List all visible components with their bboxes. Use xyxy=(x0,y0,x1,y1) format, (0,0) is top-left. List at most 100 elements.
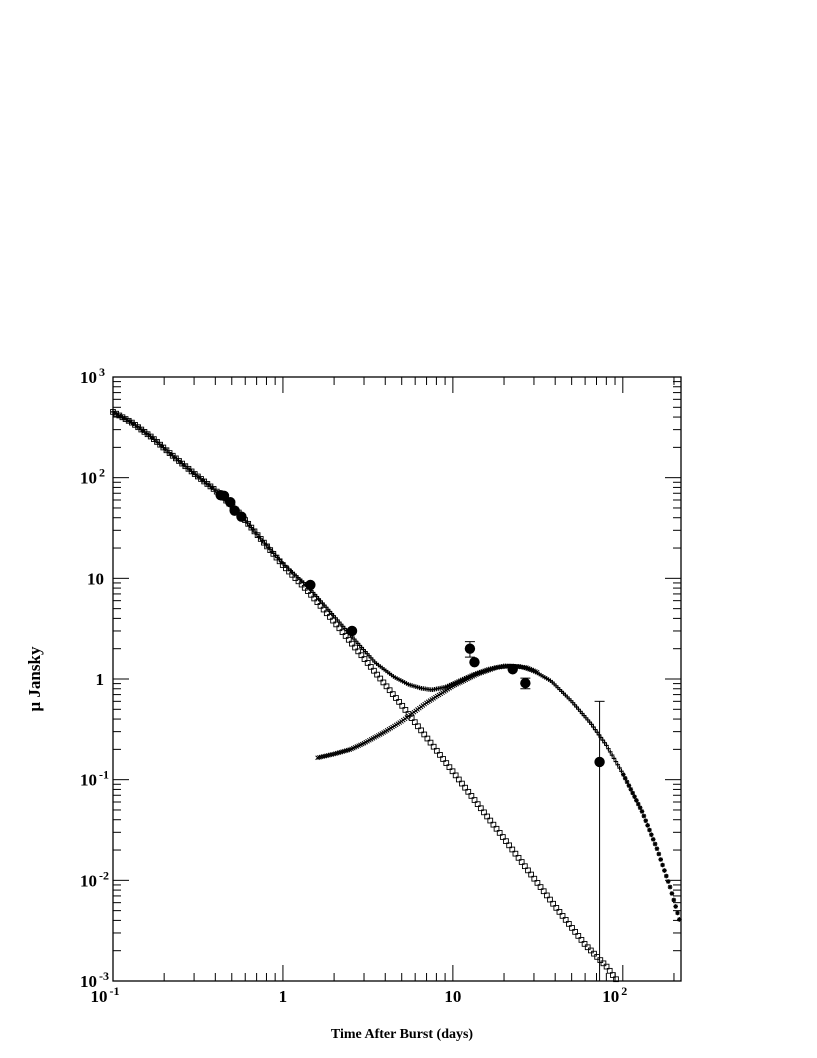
observation-point xyxy=(520,677,531,689)
afterglow-marker xyxy=(345,636,352,643)
afterglow-marker xyxy=(597,957,604,963)
afterglow-marker xyxy=(481,809,487,816)
total-model-marker xyxy=(637,805,643,811)
afterglow-marker xyxy=(509,846,516,853)
afterglow-marker xyxy=(402,707,409,713)
afterglow-marker xyxy=(399,702,406,709)
afterglow-marker xyxy=(361,656,368,662)
axis-ticks xyxy=(112,377,681,982)
total-model-marker xyxy=(634,798,639,803)
afterglow-marker xyxy=(559,913,566,919)
afterglow-marker xyxy=(591,950,597,957)
afterglow-marker xyxy=(371,667,377,674)
total-model-marker xyxy=(667,884,673,890)
y-tick-label: 10 2 xyxy=(80,466,105,488)
observation-point xyxy=(464,643,476,654)
x-tick-label: 10 2 xyxy=(602,984,627,1006)
total-model-marker xyxy=(611,756,617,761)
afterglow-marker xyxy=(584,944,591,951)
afterglow-marker xyxy=(415,723,421,730)
afterglow-marker xyxy=(493,825,500,832)
total-model-marker xyxy=(664,873,669,879)
total-model-marker xyxy=(650,837,656,842)
total-model-marker xyxy=(589,722,594,727)
total-model-marker xyxy=(660,862,665,868)
total-model-marker xyxy=(675,910,680,916)
total-model-marker xyxy=(621,772,626,777)
afterglow-marker xyxy=(572,929,578,935)
afterglow-marker xyxy=(377,675,384,682)
total-model-marker xyxy=(654,846,660,852)
afterglow-marker xyxy=(600,960,607,967)
y-tick-label: 10 3 xyxy=(80,365,105,387)
total-model-marker xyxy=(615,762,621,768)
afterglow-marker xyxy=(455,776,462,783)
afterglow-marker xyxy=(264,543,270,550)
observation-point xyxy=(225,497,236,508)
afterglow-marker xyxy=(610,972,616,978)
afterglow-marker xyxy=(327,614,333,620)
afterglow-marker xyxy=(474,801,481,807)
afterglow-marker xyxy=(254,532,261,538)
afterglow-marker xyxy=(528,871,534,878)
afterglow-marker xyxy=(459,780,465,787)
afterglow-marker xyxy=(333,621,340,628)
chart-marks xyxy=(110,409,682,983)
total-model-marker xyxy=(639,809,645,814)
total-model-marker xyxy=(662,868,667,873)
total-model-marker xyxy=(606,746,611,751)
x-tick-label: 1 xyxy=(279,987,288,1006)
afterglow-marker xyxy=(396,699,402,705)
afterglow-marker xyxy=(606,967,613,974)
afterglow-marker xyxy=(512,850,519,857)
y-tick-label: 10 -2 xyxy=(80,868,109,890)
total-model-marker xyxy=(626,783,632,788)
bump-component-series xyxy=(315,663,540,761)
afterglow-marker xyxy=(446,764,453,771)
observation-point xyxy=(305,579,316,591)
total-model-marker xyxy=(604,743,609,748)
afterglow-marker xyxy=(477,805,484,812)
afterglow-marker xyxy=(427,739,434,746)
afterglow-marker xyxy=(449,768,456,775)
total-model-marker xyxy=(617,765,622,771)
afterglow-marker xyxy=(490,821,497,828)
afterglow-marker xyxy=(521,863,528,870)
total-model-marker xyxy=(645,823,650,828)
afterglow-marker xyxy=(534,880,541,886)
afterglow-marker xyxy=(433,747,440,754)
afterglow-marker xyxy=(452,772,459,779)
afterglow-marker xyxy=(503,838,509,844)
afterglow-marker xyxy=(471,797,478,803)
total-model-marker xyxy=(647,827,652,833)
observation-point xyxy=(469,656,480,668)
total-model-marker xyxy=(677,917,682,922)
afterglow-marker xyxy=(462,784,468,791)
total-model-marker xyxy=(622,775,628,781)
total-model-marker xyxy=(619,768,624,774)
afterglow-marker xyxy=(386,687,393,694)
afterglow-marker xyxy=(421,731,428,738)
afterglow-marker xyxy=(314,599,321,606)
total-model-marker xyxy=(671,897,677,903)
afterglow-component-series xyxy=(110,409,619,983)
total-model-marker xyxy=(649,832,654,837)
x-axis-title: Time After Burst (days) xyxy=(331,1027,474,1042)
afterglow-marker xyxy=(588,947,594,954)
total-model-marker xyxy=(673,904,678,909)
observations-series xyxy=(215,489,605,981)
y-tick-label: 10 xyxy=(87,569,104,588)
afterglow-marker xyxy=(543,892,550,899)
afterglow-marker xyxy=(437,752,443,758)
afterglow-marker xyxy=(484,813,490,820)
afterglow-marker xyxy=(518,859,525,865)
afterglow-marker xyxy=(578,937,585,943)
x-tick-label: 10 -1 xyxy=(91,984,120,1006)
afterglow-marker xyxy=(566,921,572,927)
afterglow-marker xyxy=(440,756,446,762)
afterglow-marker xyxy=(575,933,582,939)
afterglow-marker xyxy=(443,760,450,766)
total-model-marker xyxy=(630,790,635,796)
afterglow-marker xyxy=(594,954,600,960)
